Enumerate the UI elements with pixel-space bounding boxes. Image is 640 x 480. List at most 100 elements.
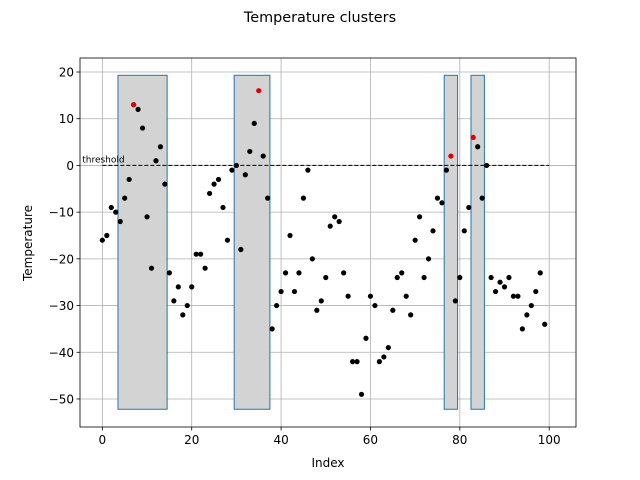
data-point xyxy=(372,302,378,309)
data-point xyxy=(166,270,172,276)
chart-title: Temperature clusters xyxy=(243,10,396,26)
threshold-label: threshold xyxy=(82,155,124,165)
data-point xyxy=(381,354,387,360)
data-point xyxy=(211,181,217,187)
data-point xyxy=(300,195,307,201)
data-point xyxy=(99,237,105,243)
data-point xyxy=(475,144,481,150)
data-point xyxy=(198,251,204,257)
data-point xyxy=(171,298,177,304)
data-point xyxy=(265,195,271,201)
data-point xyxy=(162,181,168,187)
data-point xyxy=(341,270,347,276)
data-point xyxy=(385,344,391,351)
data-point xyxy=(260,153,266,159)
data-point xyxy=(153,158,159,164)
data-point xyxy=(367,293,374,299)
data-point xyxy=(399,270,405,276)
y-tick-label: −50 xyxy=(49,392,74,406)
data-point xyxy=(148,265,155,271)
data-point xyxy=(309,256,315,262)
data-point xyxy=(113,209,119,215)
data-point xyxy=(296,270,302,276)
axis-ticks: 0 20 40 60 80 100 −50 −40 −30 −20 −10 0 10 20 xyxy=(49,66,561,447)
cluster-rect xyxy=(117,74,168,410)
y-tick-label: −40 xyxy=(49,346,74,360)
y-tick-label: 20 xyxy=(59,66,74,80)
data-point xyxy=(484,162,490,169)
data-point xyxy=(220,204,226,211)
data-point xyxy=(421,274,427,281)
data-point xyxy=(345,293,351,299)
data-point xyxy=(452,298,458,304)
data-point xyxy=(206,190,213,197)
data-point xyxy=(358,391,365,397)
data-point xyxy=(327,223,333,229)
data-point xyxy=(439,200,445,206)
x-tick-label: 0 xyxy=(99,433,107,447)
data-point xyxy=(157,144,164,150)
data-point xyxy=(274,302,280,309)
data-point xyxy=(524,312,530,318)
data-point xyxy=(390,307,396,313)
data-point xyxy=(533,288,539,295)
data-point xyxy=(282,270,289,276)
y-tick-label: 0 xyxy=(66,159,74,173)
data-point xyxy=(314,307,320,313)
data-point xyxy=(256,88,262,94)
data-point xyxy=(126,176,132,183)
x-tick-label: 40 xyxy=(273,433,288,447)
data-point xyxy=(332,214,338,220)
data-point xyxy=(443,167,450,173)
data-point xyxy=(108,204,114,211)
x-axis-label: Index xyxy=(311,456,344,470)
data-point xyxy=(448,153,454,159)
data-point xyxy=(470,134,476,141)
data-point xyxy=(233,162,239,169)
y-axis-label: Temperature xyxy=(21,205,35,282)
y-tick-label: 10 xyxy=(59,112,74,126)
data-point xyxy=(175,284,181,290)
y-tick-label: −10 xyxy=(49,206,74,220)
data-point xyxy=(542,321,548,327)
cluster-regions xyxy=(117,74,485,410)
data-point xyxy=(189,284,195,290)
data-point xyxy=(519,326,525,332)
data-point xyxy=(104,232,110,239)
data-point xyxy=(180,312,186,318)
data-point xyxy=(506,274,512,281)
data-point xyxy=(251,120,257,126)
y-tick-label: −20 xyxy=(49,252,74,266)
data-point xyxy=(131,102,137,108)
data-point xyxy=(215,176,222,183)
data-point xyxy=(515,293,521,299)
data-point xyxy=(318,298,324,304)
data-point xyxy=(417,214,423,220)
data-point xyxy=(354,359,360,365)
data-point xyxy=(117,218,123,225)
data-point xyxy=(247,148,253,155)
data-point xyxy=(537,270,543,276)
data-point xyxy=(403,293,409,299)
data-point xyxy=(528,302,534,309)
data-point xyxy=(122,195,128,201)
cluster-rect xyxy=(470,74,485,410)
data-point xyxy=(349,359,356,365)
x-tick-label: 20 xyxy=(184,433,199,447)
data-point xyxy=(408,312,414,318)
data-point xyxy=(224,237,231,243)
data-point xyxy=(229,167,235,173)
data-point xyxy=(193,251,199,257)
data-point xyxy=(492,288,499,295)
data-point xyxy=(323,274,329,281)
data-point xyxy=(466,204,472,211)
cluster-rect xyxy=(443,74,459,410)
data-point xyxy=(135,106,141,112)
threshold-line-group: threshold xyxy=(82,155,550,166)
data-point xyxy=(363,335,369,341)
data-point xyxy=(394,274,400,281)
data-point xyxy=(287,232,293,239)
data-point xyxy=(278,288,284,295)
data-point xyxy=(510,293,517,299)
